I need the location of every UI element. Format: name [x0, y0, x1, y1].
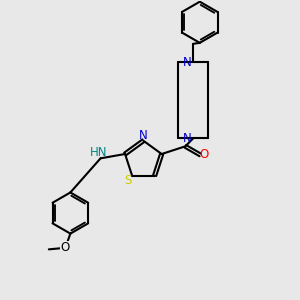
Text: N: N: [183, 56, 191, 69]
Text: O: O: [199, 148, 208, 161]
Text: N: N: [183, 132, 191, 145]
Text: N: N: [139, 129, 148, 142]
Text: S: S: [124, 174, 132, 187]
Text: O: O: [60, 241, 69, 254]
Text: HN: HN: [90, 146, 108, 159]
